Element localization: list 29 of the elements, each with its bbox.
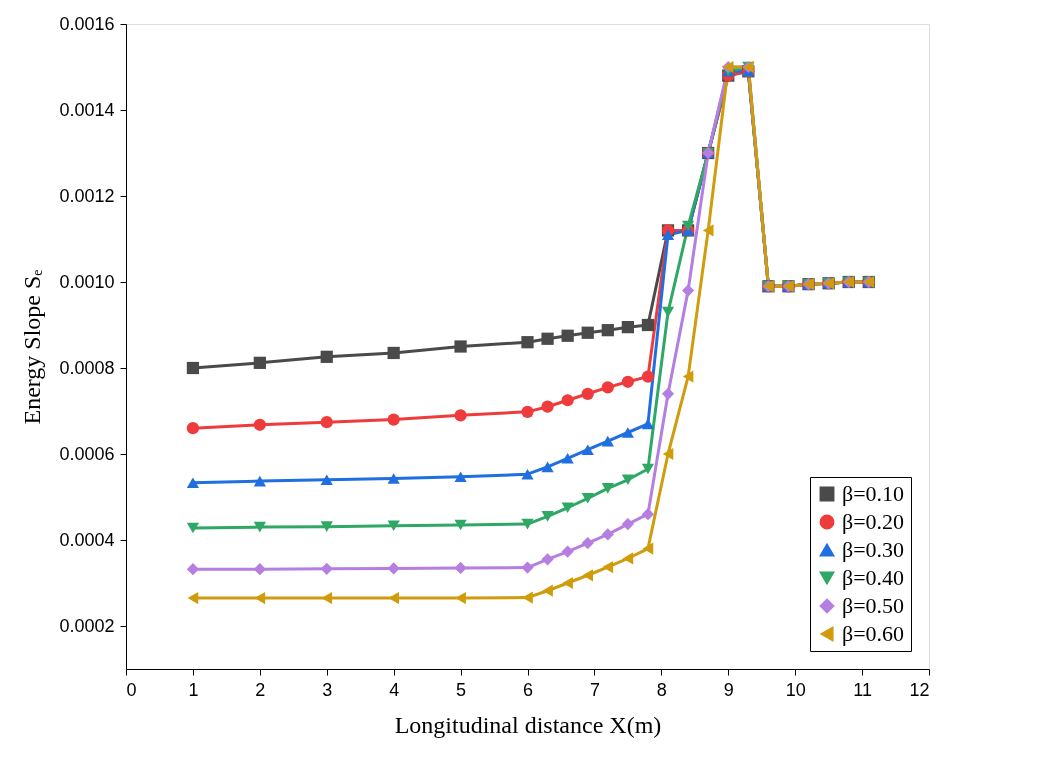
legend-label: β=0.50 bbox=[842, 593, 905, 618]
x-tick-label: 2 bbox=[255, 679, 266, 700]
x-tick-label: 7 bbox=[589, 679, 600, 700]
x-tick-label: 0 bbox=[126, 679, 137, 700]
legend-label: β=0.40 bbox=[842, 565, 905, 590]
legend-label: β=0.10 bbox=[842, 481, 905, 506]
x-tick-label: 1 bbox=[188, 679, 199, 700]
y-tick-label: 0.0006 bbox=[59, 443, 115, 464]
x-tick-label: 6 bbox=[522, 679, 534, 700]
legend-label: β=0.60 bbox=[842, 621, 905, 646]
x-tick-label: 3 bbox=[322, 679, 333, 700]
x-tick-label: 4 bbox=[389, 679, 400, 700]
x-tick-label: 11 bbox=[853, 679, 872, 700]
y-tick-label: 0.0010 bbox=[59, 271, 115, 292]
y-axis-title: Energy Slope Sₑ bbox=[19, 269, 46, 425]
x-tick-label: 9 bbox=[723, 679, 734, 700]
x-axis-title: Longitudinal distance X(m) bbox=[394, 711, 662, 738]
legend-label: β=0.20 bbox=[842, 509, 905, 534]
y-tick-label: 0.0014 bbox=[59, 99, 115, 120]
x-tick-label: 10 bbox=[785, 679, 806, 700]
x-tick-label: 8 bbox=[656, 679, 667, 700]
y-tick-label: 0.0002 bbox=[59, 615, 115, 636]
y-tick-label: 0.0016 bbox=[59, 13, 115, 34]
y-tick-label: 0.0004 bbox=[59, 529, 115, 550]
y-tick-label: 0.0012 bbox=[59, 185, 115, 206]
legend-label: β=0.30 bbox=[842, 537, 905, 562]
x-tick-label: 12 bbox=[909, 679, 930, 700]
x-tick-label: 5 bbox=[456, 679, 467, 700]
y-tick-label: 0.0008 bbox=[59, 357, 115, 378]
